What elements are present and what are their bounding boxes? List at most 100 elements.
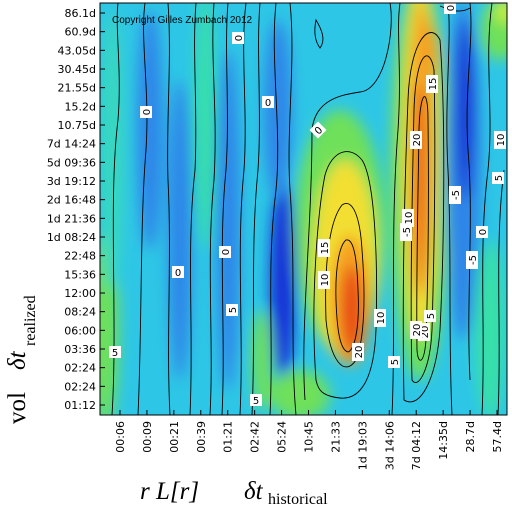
contour-label-background: [318, 271, 330, 289]
x-tick-label: 3d 14:06: [383, 421, 396, 470]
y-tick-label: 15:36: [64, 268, 96, 281]
contour-label: 20: [410, 131, 423, 149]
y-tick-label: 30.45d: [58, 63, 96, 76]
y-tick-label: 1d 08:24: [47, 231, 96, 244]
x-tick-label: 7d 04:12: [410, 421, 423, 470]
contour-label: 0: [262, 96, 274, 109]
y-axis: 01:12 02:24 02:24 03:36 06:00 08:24 12:00 15:36…: [47, 7, 105, 412]
contour-label-text: 5: [228, 307, 239, 313]
contour-label-background: [250, 394, 262, 406]
contour-label-background: [140, 106, 152, 118]
contour-label-text: 15: [320, 242, 331, 255]
contour-line: [288, 3, 297, 415]
y-tick-label: 02:24: [64, 380, 96, 393]
x-tick-label: 14:35d: [437, 421, 450, 460]
x-tick-label: 00:09: [141, 421, 154, 453]
y-tick-label: 12:00: [64, 287, 96, 300]
contour-label: 15: [426, 75, 439, 93]
contour-line: [221, 3, 229, 415]
y-tick-label: 03:36: [64, 343, 96, 356]
contour-label-background: [424, 310, 436, 322]
contour-label: 0: [172, 266, 184, 279]
contour-label-text: 5: [253, 396, 259, 407]
x-tick-label: 02:42: [249, 421, 262, 453]
heat-region-left-bluegreen: [100, 10, 124, 290]
x-tick-label: 1d 19:03: [356, 421, 369, 470]
y-axis-title-prefix: vol: [4, 392, 31, 424]
contour-label-text: 10: [376, 312, 387, 325]
contour-label-text: -5: [451, 190, 462, 200]
y-tick-label: 06:00: [64, 324, 96, 337]
contour-line: [314, 18, 324, 49]
contour-label-background: [219, 246, 231, 258]
contour-label-text: 0: [446, 5, 457, 11]
heat-region-right-red: [415, 50, 427, 290]
y-tick-label: 60.9d: [65, 26, 96, 39]
contour-label-background: [262, 96, 274, 108]
contour-label-background: [466, 251, 478, 269]
contour-label-background: [410, 321, 422, 339]
contour-label: 0: [140, 106, 153, 118]
contour-label-background: [476, 226, 488, 238]
x-axis: 00:06 00:09 00:21 00:39 01:21 02:42 05:24 10:45…: [114, 410, 504, 470]
contour-line: [239, 3, 247, 415]
y-tick-label: 43.05d: [58, 44, 96, 57]
y-tick-label: 3d 19:12: [47, 175, 96, 188]
contour-line: [189, 3, 197, 415]
contour-label: 10: [374, 309, 387, 327]
copyright-note: Copyright Gilles Zumbach 2012: [112, 15, 253, 26]
contour-label-text: -5: [402, 227, 413, 237]
heat-region-blue-band-3: [216, 50, 240, 390]
contour-label-text: 20: [412, 324, 423, 337]
contour-label-background: [374, 309, 386, 327]
contour-line: [466, 3, 472, 381]
x-tick-label: 21:33: [329, 421, 342, 453]
contour-label: 10: [494, 131, 507, 149]
contour-label-text: 0: [234, 35, 245, 41]
heat-region-blue-band-1: [137, 10, 163, 250]
contour-label-text: 0: [478, 229, 489, 235]
contour-label: 5: [492, 172, 505, 184]
y-tick-label: 10.75d: [58, 119, 96, 132]
contour-line: [269, 3, 279, 415]
contour-label: 5: [388, 356, 401, 368]
heat-region-top-right-yellow: [495, 3, 507, 24]
contour-label-background: [226, 304, 238, 316]
contour-label-background: [172, 266, 184, 278]
y-axis-title-symbol: δt: [4, 350, 31, 370]
contour-line: [391, 3, 401, 415]
x-tick-label: 57.4d: [491, 421, 504, 452]
y-tick-label: 86.1d: [65, 7, 96, 20]
contour-label-background: [426, 75, 438, 93]
x-tick-label: 00:39: [195, 421, 208, 453]
contour-label-text: 5: [426, 313, 437, 319]
contour-label-text: 20: [354, 346, 365, 359]
contour-label-background: [109, 346, 121, 358]
x-axis-title-subscript: historical: [268, 491, 328, 508]
x-tick-label: 00:21: [168, 421, 181, 453]
contour-line: [111, 3, 120, 415]
y-tick-label: 02:24: [64, 362, 96, 375]
contour-label: 20: [352, 343, 365, 361]
contour-label: 0: [219, 246, 232, 258]
heat-region-far-right-deep-blue: [456, 20, 474, 200]
plot-frame: [99, 2, 508, 416]
heat-region-right-top-orange: [412, 20, 438, 90]
contour-label: -5: [449, 186, 462, 204]
contour-label-background: [232, 32, 244, 44]
contour-line: [251, 3, 261, 415]
contour-label-text: 5: [494, 175, 505, 181]
x-axis-title-symbol: δt: [244, 478, 264, 505]
contour-label-text: 0: [175, 268, 181, 279]
y-axis-title-subscript: realized: [22, 295, 39, 346]
contour-label-text: 10: [320, 274, 331, 287]
y-tick-label: 1d 21:36: [47, 212, 96, 225]
contour-label: -5: [400, 223, 413, 241]
contour-line: [335, 239, 359, 353]
contour-label-text: 5: [390, 359, 401, 365]
x-axis-title: r L[r] δt historical: [140, 478, 328, 508]
contour-line: [497, 169, 505, 415]
